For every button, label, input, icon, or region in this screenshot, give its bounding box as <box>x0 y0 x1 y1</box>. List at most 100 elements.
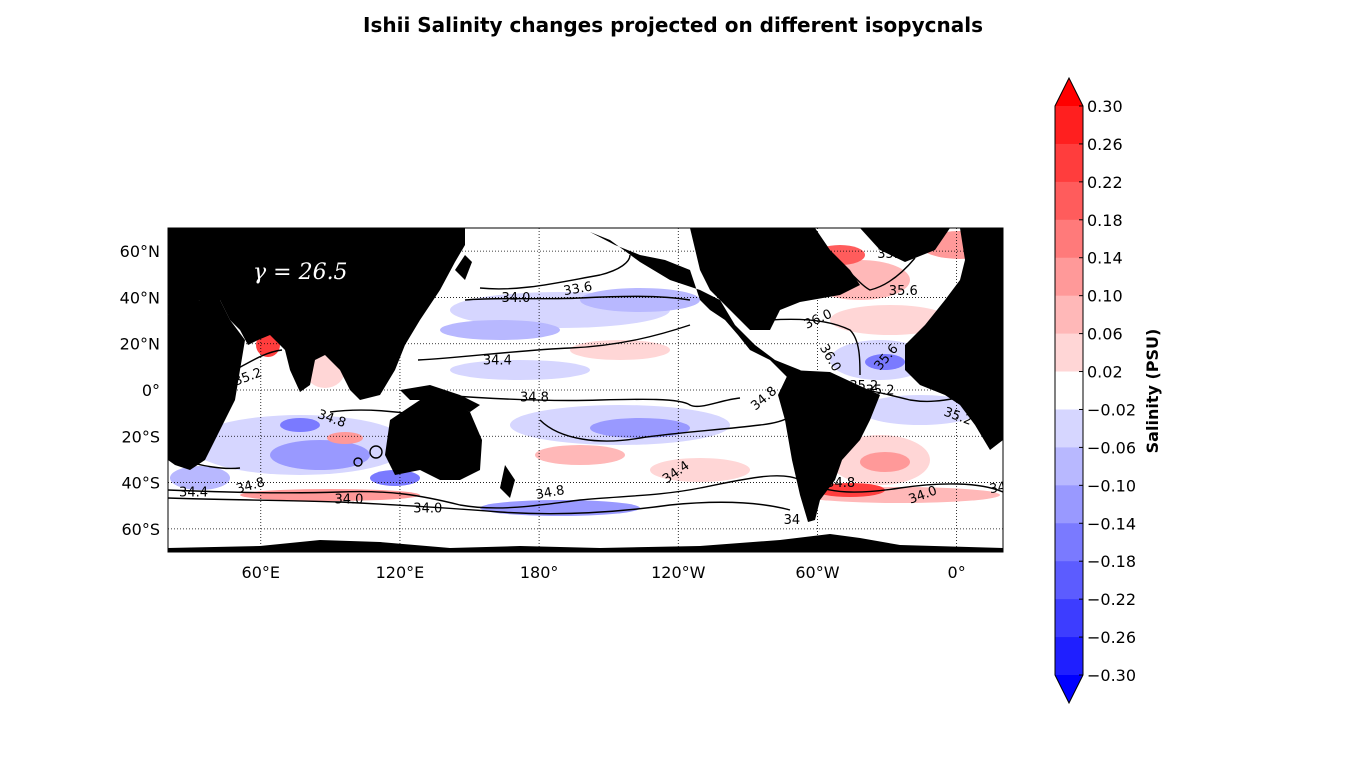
land-australia <box>385 400 482 480</box>
colorbar-segment <box>1055 637 1083 676</box>
colorbar-segment <box>1055 371 1083 410</box>
land-newzealand <box>500 465 515 498</box>
contour-line <box>369 445 383 459</box>
colorbar-tick-label: −0.30 <box>1087 666 1136 685</box>
land-eurasia <box>168 228 465 400</box>
anomaly-blob <box>860 452 910 472</box>
contour-line <box>769 318 861 376</box>
contour-label-text: 34.8 <box>235 475 267 497</box>
anomaly-blob <box>327 432 363 444</box>
x-tick-label: 120°E <box>376 563 425 582</box>
colorbar-segment <box>1055 295 1083 335</box>
contour-label: 34 <box>988 480 1007 498</box>
contour-line <box>464 295 691 301</box>
salinity-anomaly-field <box>170 231 1000 516</box>
colorbar-tick-label: −0.06 <box>1087 438 1136 457</box>
contour-label-text: 34.0 <box>413 502 442 517</box>
colorbar-segment <box>1055 599 1083 638</box>
colorbar-segment <box>1055 409 1083 448</box>
colorbar-tick-label: −0.14 <box>1087 514 1136 533</box>
contour-line <box>829 254 916 291</box>
land-mask <box>168 228 1003 552</box>
contour-label-text: 35.6 <box>889 284 918 299</box>
contour-line <box>329 409 441 421</box>
contour-label: 33.6 <box>562 279 593 299</box>
colorbar-segment <box>1055 333 1083 373</box>
salinity-contours <box>168 254 1003 515</box>
anomaly-blob <box>370 470 420 486</box>
colorbar-segment <box>1055 181 1083 221</box>
x-tick-label: 180° <box>520 563 559 582</box>
colorbar-label: Salinity (PSU) <box>1143 329 1162 454</box>
contour-line <box>353 457 363 467</box>
colorbar-tick-label: −0.22 <box>1087 590 1136 609</box>
y-tick-label: 40°S <box>121 474 160 493</box>
contour-label: 34.8 <box>535 483 566 503</box>
contour-label: 34 <box>784 513 801 528</box>
colorbar-tick-label: 0.14 <box>1087 249 1123 268</box>
colorbar-tick-label: −0.10 <box>1087 476 1136 495</box>
anomaly-blob <box>440 320 560 340</box>
colorbar-segment <box>1055 219 1083 259</box>
contour-line <box>539 399 806 442</box>
contour-label-text: 34.0 <box>334 492 363 507</box>
colorbar-tick-label: −0.18 <box>1087 552 1136 571</box>
contour-label: 34.4 <box>179 485 208 500</box>
colorbar-min-extension <box>1055 675 1083 703</box>
contour-label-text: 33.6 <box>562 279 593 299</box>
contour-label: 35.2 <box>951 379 980 394</box>
land-europe-africa <box>905 228 1003 450</box>
y-axis-ticks: 60°N 40°N 20°N 0° 20°S 40°S 60°S <box>120 242 160 539</box>
contour-label-text: 34.8 <box>520 391 549 406</box>
contour-label: 34.0 <box>413 502 442 517</box>
contour-label-text: 34 <box>988 480 1007 498</box>
map-frame <box>167 227 1004 553</box>
contour-label: 35.2 <box>866 384 895 399</box>
land-africa-east <box>168 300 245 470</box>
anomaly-blob <box>450 360 590 380</box>
anomaly-blob <box>860 395 980 425</box>
map-panel: 33.634.035.235.636.035.636.034.435.234.8… <box>168 228 1007 552</box>
colorbar-segment <box>1055 143 1083 183</box>
contour-line <box>234 349 283 371</box>
contour-line <box>168 497 791 515</box>
land-indonesia <box>400 385 480 412</box>
x-tick-label: 60°W <box>795 563 839 582</box>
contour-label: 34.0 <box>334 492 363 507</box>
colorbar-tick-label: 0.18 <box>1087 211 1123 230</box>
chart-title: Ishii Salinity changes projected on diff… <box>363 13 983 37</box>
contour-label-text: 35.2 <box>866 384 895 399</box>
anomaly-blob <box>280 418 320 432</box>
colorbar-segment <box>1055 523 1083 562</box>
contour-label: 34.4 <box>483 354 512 369</box>
colorbar-segment <box>1055 447 1083 486</box>
contour-label-text: 35.2 <box>951 379 980 394</box>
x-tick-label: 0° <box>948 563 966 582</box>
contour-line <box>179 459 241 470</box>
colorbar-segments <box>1055 106 1083 676</box>
y-tick-label: 0° <box>142 381 160 400</box>
colorbar-segment <box>1055 561 1083 600</box>
colorbar-tick-label: 0.10 <box>1087 287 1123 306</box>
colorbar-segment <box>1055 257 1083 297</box>
contour-label-text: 34.0 <box>501 291 530 306</box>
land-antarctica <box>168 534 1003 552</box>
contour-label: 35.2 <box>877 247 906 262</box>
contour-line <box>417 324 691 361</box>
contour-label: 34.8 <box>235 475 267 497</box>
contour-label: 34.8 <box>520 391 549 406</box>
x-tick-label: 60°E <box>242 563 280 582</box>
contour-line <box>839 384 986 403</box>
contour-label-text: 35.2 <box>849 379 878 394</box>
colorbar-max-extension <box>1055 78 1083 106</box>
contour-line <box>479 254 631 290</box>
anomaly-blob <box>240 489 420 501</box>
colorbar-tick-label: 0.26 <box>1087 135 1123 154</box>
land-greenland <box>860 228 950 262</box>
colorbar-segment <box>1055 106 1083 145</box>
colorbar-tick-label: −0.02 <box>1087 400 1136 419</box>
land-japan <box>455 255 472 280</box>
contour-label-text: 34.8 <box>535 483 566 503</box>
colorbar-tick-label: 0.22 <box>1087 173 1123 192</box>
